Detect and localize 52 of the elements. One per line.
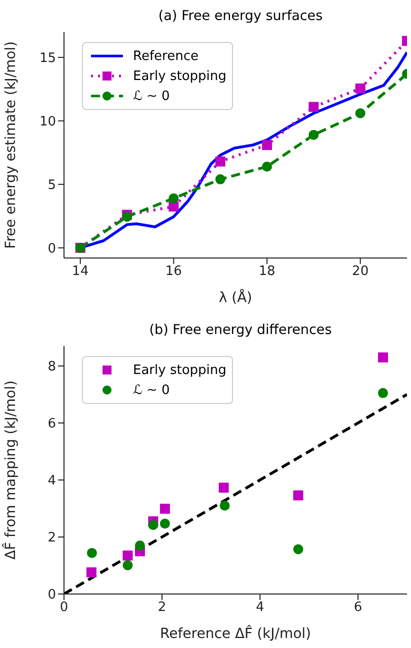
point <box>220 500 230 511</box>
x-tick-label: 0 <box>60 600 68 616</box>
legend-label: ℒ ∼ 0 <box>133 382 170 398</box>
y-tick-label: 10 <box>39 114 56 130</box>
x-tick-label: 16 <box>165 264 182 280</box>
x-axis-title: λ (Å) <box>218 289 252 306</box>
point <box>148 520 158 530</box>
y-tick-label: 0 <box>48 241 56 256</box>
y-tick-label: 8 <box>48 360 56 375</box>
legend-label: Early stopping <box>133 68 226 84</box>
y-axis-title: ΔF̂ from mapping (kJ/mol) <box>1 380 19 560</box>
y-tick-label: 6 <box>48 416 56 432</box>
point <box>134 540 145 551</box>
chart-title: (a) Free energy surfaces <box>157 7 324 26</box>
point <box>122 550 133 561</box>
point <box>355 108 366 118</box>
point <box>262 140 272 150</box>
point <box>262 162 272 172</box>
y-axis-title: Free energy estimate (kJ/mol) <box>2 41 19 249</box>
point <box>308 130 319 140</box>
legend-label: Early stopping <box>133 362 226 378</box>
point <box>218 482 229 493</box>
x-tick-label: 6 <box>354 600 362 616</box>
point <box>215 156 226 167</box>
point <box>293 544 304 554</box>
x-tick-label: 20 <box>352 264 369 280</box>
chart-title: (b) Free energy differences <box>148 321 333 340</box>
x-tick-label: 18 <box>258 264 276 280</box>
x-tick-label: 2 <box>158 600 166 616</box>
y-tick-label: 5 <box>48 178 56 193</box>
y-tick-label: 0 <box>48 588 56 603</box>
legend-label: ℒ ∼ 0 <box>133 88 170 104</box>
point <box>293 490 304 500</box>
y-tick-label: 15 <box>39 51 56 66</box>
point <box>86 548 97 558</box>
x-axis-title: Reference ΔF̂ (kJ/mol) <box>160 624 311 642</box>
legend-label: Reference <box>133 48 198 64</box>
point <box>378 388 388 398</box>
point <box>168 202 179 212</box>
x-tick-label: 4 <box>256 600 264 616</box>
point <box>168 193 179 204</box>
point <box>215 174 226 184</box>
point <box>122 560 133 570</box>
point <box>160 518 170 529</box>
point <box>86 567 96 578</box>
y-tick-label: 4 <box>48 474 56 489</box>
point <box>160 504 170 514</box>
x-tick-label: 14 <box>72 264 89 280</box>
y-tick-label: 2 <box>48 530 56 546</box>
point <box>308 102 319 112</box>
point <box>378 352 388 362</box>
point <box>355 84 366 94</box>
